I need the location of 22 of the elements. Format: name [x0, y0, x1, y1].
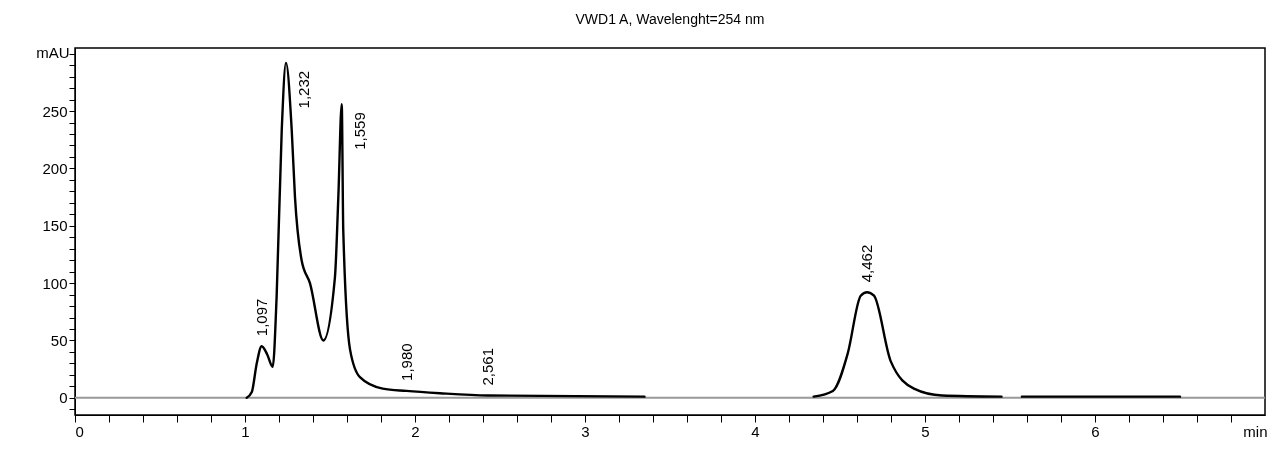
- y-tick-label: 250: [42, 102, 68, 120]
- x-tick-label: 2: [411, 422, 420, 440]
- y-tick-label: 200: [42, 159, 68, 177]
- x-axis-title: min: [1243, 422, 1268, 440]
- y-axis-title: mAU: [36, 43, 70, 61]
- annotation: 1,980: [397, 343, 415, 381]
- x-tick-label: 1: [241, 422, 250, 440]
- x-tick-label: 4: [751, 422, 760, 440]
- x-tick-label: 6: [1091, 422, 1100, 440]
- x-tick-label: 3: [581, 422, 590, 440]
- annotation: 2,561: [479, 347, 497, 386]
- y-tick-label: 0: [59, 389, 68, 407]
- x-tick-label: 0: [75, 422, 84, 440]
- chart-title: VWD1 A, Wavelenght=254 nm: [575, 11, 765, 27]
- annotation: 1,232: [294, 70, 312, 109]
- annotation: 1,559: [350, 112, 368, 150]
- y-tick-label: 50: [50, 331, 68, 349]
- annotation: 1,097: [252, 298, 270, 337]
- y-tick-label: 100: [42, 274, 68, 292]
- annotation: 4,462: [858, 244, 876, 283]
- x-tick-label: 5: [921, 422, 930, 440]
- y-tick-label: 150: [42, 217, 68, 235]
